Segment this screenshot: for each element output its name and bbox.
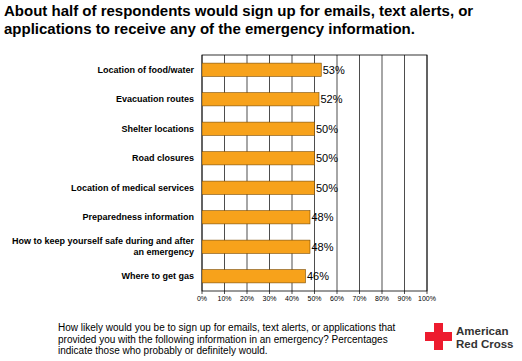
category-label-line: Shelter locations [121,124,194,134]
bar [202,63,321,76]
category-label-line: Evacuation routes [116,94,194,104]
bar [202,93,319,106]
category-label-line: Road closures [132,153,194,163]
logo-text: American [456,325,508,337]
bar [202,122,315,135]
grid-line [269,55,270,291]
tick-label: 60% [330,295,344,302]
bars [202,63,321,283]
tick-mark [337,291,338,294]
bar [202,181,315,194]
tick-label: 20% [240,295,254,302]
category-label-line: Preparedness information [82,212,194,222]
grid-line [247,55,248,291]
tick-label: 30% [262,295,276,302]
tick-label: 10% [217,295,231,302]
category-label: Shelter locations [121,124,194,134]
grid-line [382,55,383,291]
tick-label: 70% [352,295,366,302]
grid-line [359,55,360,291]
tick-mark [269,291,270,294]
category-label: Evacuation routes [116,94,194,104]
tick-mark [404,291,405,294]
category-label: Location of food/water [98,65,195,75]
tick-mark [314,291,315,294]
bar [202,152,315,165]
tick-mark [427,291,428,294]
category-label: Location of medical services [71,183,194,193]
data-label: 48% [312,241,334,253]
category-label: Preparedness information [82,212,194,222]
data-label: 50% [316,123,338,135]
tick-label: 50% [307,295,321,302]
plot-frame [202,55,427,291]
tick-mark [382,291,383,294]
grid-line [314,55,315,291]
chart: 0% 10% 20% 30% 40% 50% 60% 70% 80% 90% 100% 53% 52% 5… [0,0,522,361]
tick-mark [247,291,248,294]
category-label-line: Where to get gas [121,271,194,281]
tick-label: 100% [418,295,436,302]
grid-line [404,55,405,291]
data-label: 48% [312,211,334,223]
category-label-line: an emergency [133,247,194,257]
caption: How likely would you be to sign up for e… [58,322,420,357]
title: About half of respondents would sign up … [4,2,494,37]
tick-label: 40% [285,295,299,302]
data-label: 46% [307,270,329,282]
tick-label: 90% [397,295,411,302]
bar [202,211,310,224]
tick-mark [224,291,225,294]
category-label-line: Location of medical services [71,183,194,193]
tick-mark [292,291,293,294]
tick-label: 80% [375,295,389,302]
category-label: Road closures [132,153,194,163]
grid-line [337,55,338,291]
tick-mark [202,291,203,294]
data-label: 53% [323,64,345,76]
grid-line [224,55,225,291]
category-label: Where to get gas [121,271,194,281]
data-label: 50% [316,182,338,194]
grid-line [427,55,428,291]
data-label: 52% [321,93,343,105]
logo-cross [425,332,452,341]
bar [202,240,310,253]
tick-label: 0% [197,295,207,302]
logo-text: Red Cross [456,338,514,350]
data-label: 50% [316,152,338,164]
category-label-line: Location of food/water [98,65,195,75]
grid-line [292,55,293,291]
grid-line [202,55,203,291]
page: {"chart_data": {"type": "bar", "orientat… [0,0,522,361]
category-label: How to keep yourself safe during and aft… [12,236,195,257]
bar [202,270,306,283]
tick-mark [359,291,360,294]
category-label-line: How to keep yourself safe during and aft… [12,236,195,246]
